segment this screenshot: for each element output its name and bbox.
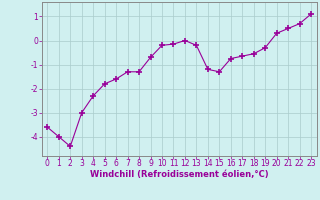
X-axis label: Windchill (Refroidissement éolien,°C): Windchill (Refroidissement éolien,°C) [90,170,268,179]
